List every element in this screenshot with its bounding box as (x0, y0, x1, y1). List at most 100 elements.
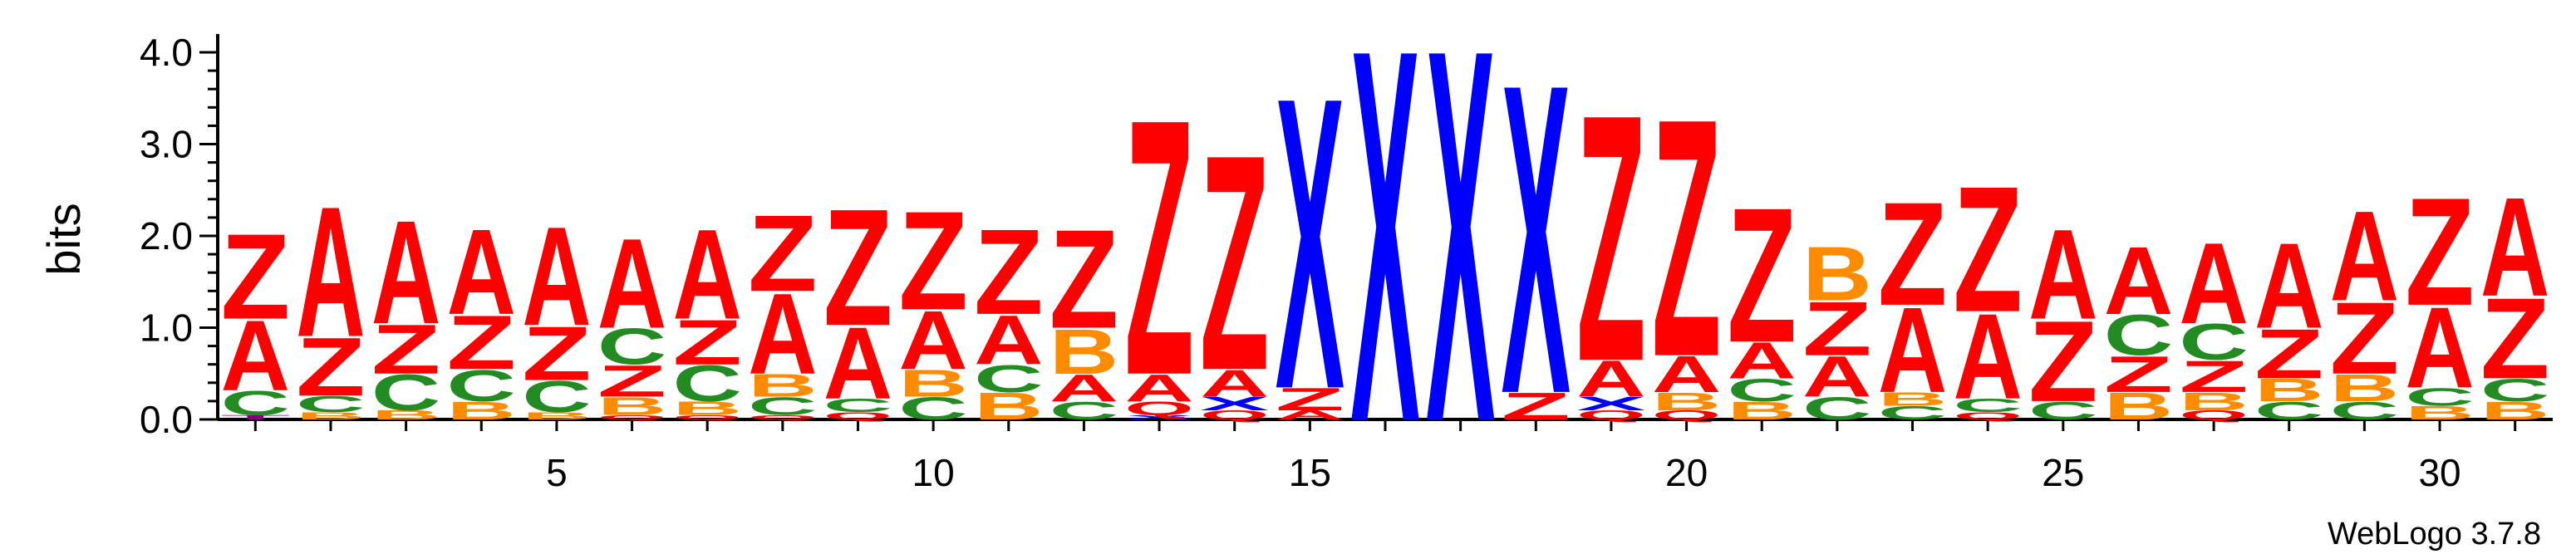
logo-letter-A-pos-19: A (1576, 350, 1645, 407)
logo-letter-A-pos-15: A (1276, 408, 1345, 422)
logo-letter-A-pos-6: A (597, 212, 666, 355)
logo-letter-Z-pos-15: Z (1276, 381, 1345, 417)
logo-letter-B-pos-3: B (371, 408, 440, 422)
logo-letter-A-pos-26: A (2104, 228, 2173, 335)
logo-letter-C-pos-3: C (371, 364, 440, 421)
logo-letter-A-pos-9: A (823, 306, 892, 420)
y-tick-label: 2.0 (140, 214, 193, 257)
logo-letter-A-pos-23: A (1878, 282, 1947, 418)
logo-letter-C-pos-10: C (898, 390, 967, 426)
logo-letter-A-pos-11: A (974, 301, 1043, 380)
logo-letter-C-pos-2: C (296, 391, 365, 417)
logo-letter-Z-pos-10: Z (898, 182, 967, 340)
logo-letter-Q-pos-6: Q (597, 414, 666, 421)
logo-letter-A-pos-22: A (1802, 345, 1871, 409)
logo-letter-B-pos-22: B (1802, 231, 1871, 317)
logo-letter-Z-pos-22: Z (1802, 285, 1871, 371)
logo-letter-B-pos-2: B (296, 410, 365, 422)
logo-letter-Z-pos-14: Z (1200, 91, 1269, 435)
logo-letter-A-pos-10: A (898, 293, 967, 386)
logo-letter-B-pos-26: B (2104, 385, 2173, 428)
logo-letter-Z-pos-23: Z (1878, 172, 1947, 336)
logo-letter-C-pos-6: C (597, 318, 666, 375)
logo-letter-B-pos-6: B (597, 391, 666, 420)
logo-letter-B-pos-30: B (2405, 402, 2474, 424)
logo-letter-B-pos-5: B (522, 410, 591, 422)
logo-letter-Z-pos-11: Z (974, 204, 1043, 341)
x-tick-label: 5 (546, 451, 568, 494)
logo-letter-Z-pos-7: Z (672, 307, 741, 379)
x-tick-label: 20 (1665, 451, 1708, 494)
logo-letter-A-pos-29: A (2330, 184, 2399, 327)
logo-letter-A-pos-20: A (1652, 346, 1721, 403)
logo-letter-A-pos-12: A (1050, 366, 1118, 409)
logo-letter-X-pos-19: X (1576, 393, 1645, 414)
logo-letter-B-pos-12: B (1050, 316, 1118, 387)
logo-letter-Z-pos-13: Z (1124, 44, 1193, 453)
logo-letter-C-pos-1: C (221, 384, 290, 423)
logo-letter-X-pos-15: X (1276, 11, 1345, 476)
logo-letter-C-pos-30: C (2405, 382, 2474, 411)
logo-letter-C-pos-9: C (823, 395, 892, 416)
logo-letter-A-pos-31: A (2480, 169, 2549, 326)
logo-letter-A-pos-7: A (672, 203, 741, 346)
logo-letter-A-pos-27: A (2179, 219, 2248, 349)
logo-letter-B-pos-20: B (1652, 387, 1721, 416)
logo-letter-A-pos-3: A (371, 189, 440, 355)
logo-letter-C-pos-21: C (1728, 372, 1797, 408)
logo-letter-C-pos-5: C (522, 372, 591, 423)
logo-letter-X-pos-14: X (1200, 393, 1269, 414)
logo-letter-B-pos-11: B (974, 385, 1043, 428)
logo-letter-B-pos-10: B (898, 361, 967, 404)
logo-letter-Q-pos-19: Q (1576, 408, 1645, 422)
logo-letter-X-pos-13: X (1124, 414, 1193, 421)
logo-letter-B-pos-7: B (672, 398, 741, 419)
logo-letter-Q-pos-8: Q (748, 414, 817, 421)
x-axis: 5 10 15 20 25 30 (218, 418, 2553, 494)
logo-letter-A-pos-8: A (748, 270, 817, 400)
x-tick-label: 10 (912, 451, 955, 494)
logo-letter-C-pos-11: C (974, 357, 1043, 400)
logo-letter-B-pos-29: B (2330, 366, 2399, 409)
logo-letter-C-pos-4: C (447, 360, 516, 411)
logo-letter-Z-pos-25: Z (2028, 297, 2097, 426)
logo-letter-Z-pos-12: Z (1050, 200, 1118, 358)
weblogo-credit: WebLogo 3.7.8 (2328, 517, 2541, 552)
logo-letter-C-pos-24: C (1953, 395, 2022, 416)
logo-letter-A-pos-21: A (1728, 331, 1797, 389)
y-tick-label: 4.0 (140, 31, 193, 74)
y-axis-label: bits (37, 203, 90, 275)
logo-letter-X-pos-17: X (1426, 0, 1496, 532)
logo-letter-Q-pos-20: Q (1652, 408, 1721, 422)
logo-letter-Z-pos-19: Z (1576, 41, 1645, 434)
logo-letter-B-pos-31: B (2480, 396, 2549, 425)
y-tick-label: 3.0 (140, 123, 193, 166)
logo-letter-B-pos-27: B (2179, 387, 2248, 416)
logo-letter-A-pos-4: A (447, 204, 516, 340)
logo-letter-Z-pos-31: Z (2480, 274, 2549, 403)
logo-letter-A-pos-14: A (1200, 361, 1269, 404)
logo-letter-Z-pos-4: Z (447, 299, 516, 385)
logo-letter-A-pos-2: A (296, 168, 365, 375)
logo-letter-Z-pos-5: Z (522, 310, 591, 396)
logo-letter-Q-pos-24: Q (1953, 410, 2022, 422)
logo-letter-Q-pos-13: Q (1124, 398, 1193, 419)
logo-letter-A-pos-5: A (522, 198, 591, 355)
logo-letter-Z-pos-9: Z (823, 175, 892, 360)
logo-letter-B-pos-4: B (447, 396, 516, 425)
logo-letter-Z-pos-8: Z (748, 194, 817, 315)
logo-letter-A-pos-25: A (2028, 203, 2097, 346)
logo-letter-Z-pos-18: Z (1502, 385, 1571, 428)
x-tick-label: 15 (1289, 451, 1331, 494)
logo-letter-B-pos-23: B (1878, 389, 1947, 410)
logo-letter-Z-pos-29: Z (2330, 281, 2399, 396)
logo-letter-C-pos-28: C (2254, 396, 2323, 425)
logo-letter-C-pos-23: C (1878, 402, 1947, 424)
logo-letter-X-pos-18: X (1502, 0, 1571, 486)
x-tick-label: 25 (2042, 451, 2084, 494)
logo-letter-C-pos-7: C (672, 355, 741, 412)
logo-letter-Q-pos-7: Q (672, 414, 741, 421)
logo-letter-C-pos-29: C (2330, 396, 2399, 425)
logo-letter-Q-pos-27: Q (2179, 408, 2248, 422)
